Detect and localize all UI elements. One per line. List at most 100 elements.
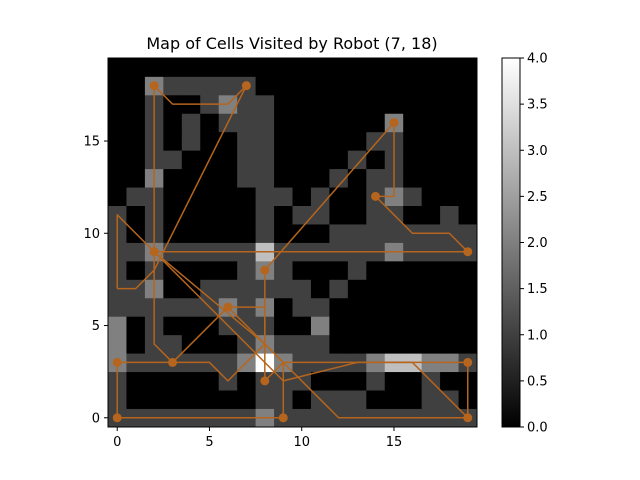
heatmap-cell — [310, 205, 330, 225]
heatmap-cell — [347, 390, 367, 409]
heatmap-cell — [274, 113, 293, 133]
heatmap-cell — [458, 187, 478, 206]
x-axis: 0 5 10 15 — [113, 427, 402, 450]
heatmap-cell — [440, 316, 459, 336]
heatmap-cell — [292, 390, 312, 409]
heatmap-cell — [440, 297, 459, 317]
heatmap-cell — [292, 187, 312, 206]
heatmap-cell — [384, 94, 404, 114]
robot-waypoints — [112, 81, 473, 423]
heatmap-cell — [144, 390, 164, 409]
heatmap-cell — [126, 242, 146, 262]
heatmap-cell — [421, 94, 441, 114]
heatmap-cell — [440, 150, 459, 170]
path-segment — [153, 251, 174, 363]
heatmap-cell — [421, 260, 441, 280]
heatmap-cell — [218, 224, 238, 243]
heatmap-cell — [310, 224, 330, 243]
waypoint-marker — [260, 265, 270, 275]
heatmap-cell — [366, 334, 386, 354]
heatmap-cell — [292, 224, 312, 243]
colorbar-ticks: 0.0 0.5 1.0 1.5 2.0 2.5 3.0 3.5 4.0 — [520, 52, 548, 436]
heatmap-cell — [310, 76, 330, 96]
colorbar-tick-label: 0.0 — [527, 421, 548, 436]
x-tick-label: 5 — [205, 435, 213, 450]
heatmap-cell — [403, 334, 423, 354]
heatmap-cell — [403, 205, 423, 225]
heatmap-cell — [347, 150, 367, 170]
waypoint-marker — [463, 357, 473, 367]
heatmap-cell — [403, 150, 423, 170]
heatmap-cell — [329, 297, 349, 317]
heatmap-cell — [181, 113, 201, 133]
waypoint-marker — [112, 413, 122, 423]
path-segment — [117, 85, 248, 290]
heatmap-cell — [237, 279, 256, 299]
heatmap-cell — [292, 205, 312, 225]
waypoint-marker — [241, 81, 251, 91]
heatmap-cell — [458, 297, 478, 317]
heatmap-cell — [163, 390, 183, 409]
heatmap-cell — [237, 224, 256, 243]
heatmap-cell — [218, 390, 238, 409]
heatmap-cell — [458, 316, 478, 336]
waypoint-marker — [112, 357, 122, 367]
colorbar-tick-label: 3.0 — [527, 144, 548, 159]
heatmap-cell — [458, 58, 478, 77]
heatmap-cell — [126, 371, 146, 391]
heatmap-cell — [421, 168, 441, 188]
heatmap-cell — [255, 58, 275, 77]
heatmap-cell — [218, 187, 238, 206]
heatmap-cell — [347, 279, 367, 299]
heatmap-cell — [310, 150, 330, 170]
heatmap-cell — [218, 205, 238, 225]
heatmap-cell — [292, 297, 312, 317]
heatmap-cell — [255, 113, 275, 133]
heatmap-cell — [237, 187, 256, 206]
heatmap-cell — [366, 150, 386, 170]
heatmap-cell — [384, 316, 404, 336]
heatmap-cell — [292, 58, 312, 77]
heatmap-cell — [310, 297, 330, 317]
heatmap-cell — [347, 187, 367, 206]
heatmap-cell — [126, 150, 146, 170]
heatmap-cell — [181, 224, 201, 243]
heatmap-cell — [126, 205, 146, 225]
waypoint-marker — [223, 302, 233, 312]
heatmap-cell — [366, 390, 386, 409]
heatmap-cell — [329, 205, 349, 225]
heatmap-cell — [200, 131, 220, 151]
heatmap-cell — [237, 205, 256, 225]
heatmap-cell — [255, 76, 275, 96]
heatmap-cell — [347, 334, 367, 354]
heatmap-cell — [347, 113, 367, 133]
heatmap-cell — [274, 187, 293, 206]
heatmap-cell — [329, 279, 349, 299]
heatmap-cell — [421, 76, 441, 96]
heatmap-cell — [329, 113, 349, 133]
heatmap-cell — [458, 205, 478, 225]
heatmap-cell — [329, 150, 349, 170]
heatmap-cell — [126, 260, 146, 280]
heatmap-cell — [126, 76, 146, 96]
heatmap-cell — [403, 113, 423, 133]
heatmap-cell — [237, 94, 256, 114]
path-segment — [374, 195, 469, 253]
heatmap-cell — [421, 390, 441, 409]
heatmap-cell — [200, 76, 220, 96]
heatmap-cell — [163, 279, 183, 299]
heatmap-cell — [366, 131, 386, 151]
heatmap-cell — [274, 150, 293, 170]
heatmap-cell — [181, 205, 201, 225]
heatmap-cell — [163, 150, 183, 170]
heatmap-cell — [384, 334, 404, 354]
heatmap-cell — [403, 94, 423, 114]
heatmap-cell — [255, 187, 275, 206]
heatmap-cell — [274, 168, 293, 188]
heatmap-cell — [458, 113, 478, 133]
heatmap-cell — [163, 168, 183, 188]
heatmap-cell — [274, 205, 293, 225]
heatmap-cell — [274, 279, 293, 299]
heatmap-cell — [163, 58, 183, 77]
heatmap-cell — [310, 371, 330, 391]
